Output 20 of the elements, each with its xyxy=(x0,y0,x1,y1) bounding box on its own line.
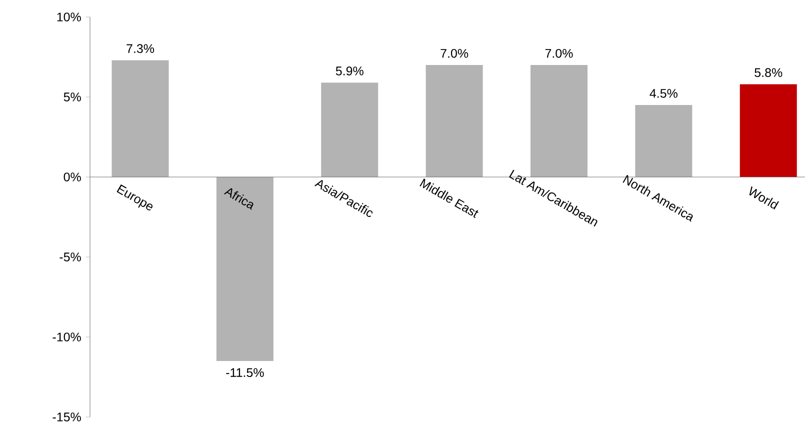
data-label: -11.5% xyxy=(226,368,264,377)
bar xyxy=(530,65,588,177)
bar xyxy=(426,65,483,177)
bar xyxy=(112,60,169,177)
data-label: 5.8% xyxy=(754,68,782,77)
y-tick-label: 5% xyxy=(64,92,81,102)
y-tick-label: -10% xyxy=(52,332,81,342)
bar xyxy=(635,105,692,177)
data-label: 7.3% xyxy=(126,44,154,53)
bar xyxy=(321,82,378,177)
data-label: 4.5% xyxy=(650,89,678,98)
bar xyxy=(740,84,797,177)
bar xyxy=(216,177,274,361)
y-tick-label: 10% xyxy=(57,12,81,22)
y-tick-label: -5% xyxy=(60,252,81,262)
data-label: 7.0% xyxy=(440,48,468,58)
data-label: 5.9% xyxy=(336,66,364,76)
data-label: 7.0% xyxy=(545,48,573,58)
y-tick-label: -15% xyxy=(52,412,81,422)
y-tick-label: 0% xyxy=(64,172,81,182)
